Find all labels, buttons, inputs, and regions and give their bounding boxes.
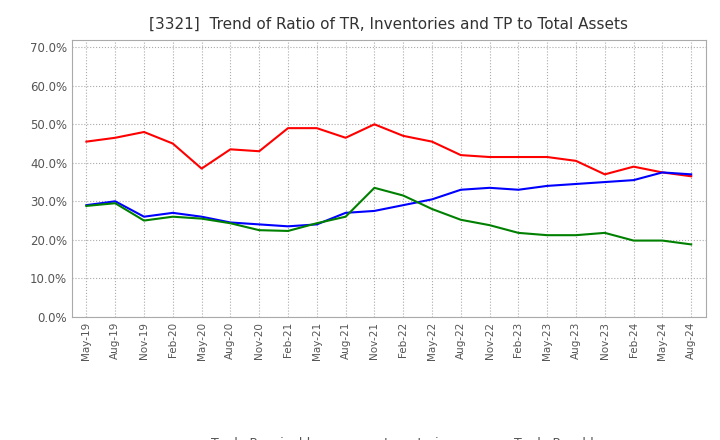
Trade Receivables <box>629 164 638 169</box>
Line: Inventories: Inventories <box>86 172 691 226</box>
Trade Receivables <box>399 133 408 139</box>
Trade Payables <box>197 216 206 221</box>
Trade Payables <box>687 242 696 247</box>
Trade Payables <box>600 230 609 235</box>
Trade Payables <box>514 230 523 235</box>
Trade Receivables <box>456 152 465 158</box>
Trade Receivables <box>485 154 494 160</box>
Inventories <box>341 210 350 216</box>
Inventories <box>370 208 379 213</box>
Trade Payables <box>341 214 350 219</box>
Trade Receivables <box>111 135 120 140</box>
Trade Receivables <box>82 139 91 144</box>
Title: [3321]  Trend of Ratio of TR, Inventories and TP to Total Assets: [3321] Trend of Ratio of TR, Inventories… <box>149 16 629 32</box>
Trade Payables <box>572 232 580 238</box>
Trade Receivables <box>140 129 148 135</box>
Inventories <box>284 224 292 229</box>
Trade Payables <box>456 217 465 222</box>
Trade Payables <box>111 201 120 206</box>
Inventories <box>687 172 696 177</box>
Trade Payables <box>399 193 408 198</box>
Inventories <box>485 185 494 191</box>
Inventories <box>514 187 523 192</box>
Trade Payables <box>428 206 436 212</box>
Trade Receivables <box>255 149 264 154</box>
Inventories <box>600 180 609 185</box>
Trade Payables <box>312 220 321 226</box>
Inventories <box>658 170 667 175</box>
Trade Payables <box>284 228 292 234</box>
Trade Payables <box>629 238 638 243</box>
Inventories <box>428 197 436 202</box>
Trade Receivables <box>370 121 379 127</box>
Inventories <box>543 183 552 188</box>
Trade Receivables <box>284 125 292 131</box>
Trade Payables <box>543 232 552 238</box>
Trade Receivables <box>514 154 523 160</box>
Trade Receivables <box>687 174 696 179</box>
Trade Payables <box>226 220 235 226</box>
Inventories <box>456 187 465 192</box>
Legend: Trade Receivables, Inventories, Trade Payables: Trade Receivables, Inventories, Trade Pa… <box>164 432 613 440</box>
Trade Payables <box>370 185 379 191</box>
Inventories <box>82 202 91 208</box>
Line: Trade Payables: Trade Payables <box>86 188 691 244</box>
Inventories <box>140 214 148 219</box>
Trade Payables <box>140 218 148 223</box>
Trade Payables <box>82 203 91 209</box>
Inventories <box>168 210 177 216</box>
Trade Receivables <box>543 154 552 160</box>
Trade Payables <box>658 238 667 243</box>
Inventories <box>197 214 206 219</box>
Trade Payables <box>168 214 177 219</box>
Trade Receivables <box>341 135 350 140</box>
Trade Receivables <box>428 139 436 144</box>
Inventories <box>255 222 264 227</box>
Trade Receivables <box>168 141 177 146</box>
Inventories <box>629 177 638 183</box>
Trade Receivables <box>197 166 206 171</box>
Inventories <box>399 202 408 208</box>
Inventories <box>226 220 235 225</box>
Trade Receivables <box>226 147 235 152</box>
Trade Payables <box>255 227 264 233</box>
Trade Payables <box>485 223 494 228</box>
Line: Trade Receivables: Trade Receivables <box>86 124 691 176</box>
Inventories <box>111 198 120 204</box>
Trade Receivables <box>572 158 580 164</box>
Trade Receivables <box>600 172 609 177</box>
Inventories <box>572 181 580 187</box>
Trade Receivables <box>658 170 667 175</box>
Trade Receivables <box>312 125 321 131</box>
Inventories <box>312 222 321 227</box>
